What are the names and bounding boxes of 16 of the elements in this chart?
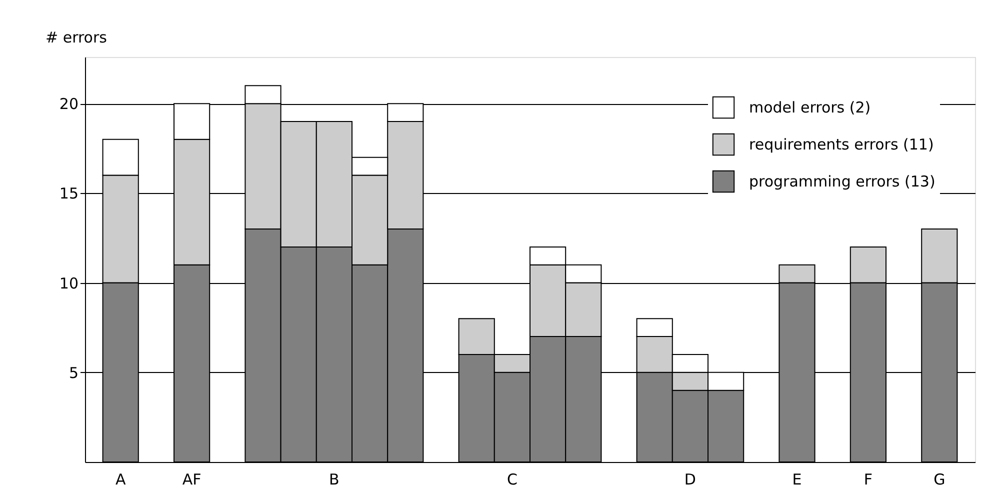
x-tick-label: C	[506, 470, 518, 488]
y-tick-label: 15	[59, 184, 78, 203]
x-tick-label: E	[792, 470, 802, 488]
legend-label: requirements errors (11)	[749, 136, 934, 154]
legend-label: programming errors (13)	[749, 172, 936, 190]
y-tick-label: 5	[68, 364, 78, 382]
x-tick-label: F	[864, 470, 873, 488]
x-tick-label: AF	[182, 470, 202, 488]
x-tick-label: G	[934, 470, 946, 488]
x-tick-label: B	[329, 470, 340, 488]
y-tick-label: 10	[59, 274, 78, 292]
x-tick-label: D	[684, 470, 696, 488]
legend-label: model errors (2)	[749, 98, 871, 116]
y-tick-label: 20	[59, 95, 78, 114]
y-axis-title: # errors	[46, 28, 108, 46]
x-tick-label: A	[115, 470, 126, 488]
